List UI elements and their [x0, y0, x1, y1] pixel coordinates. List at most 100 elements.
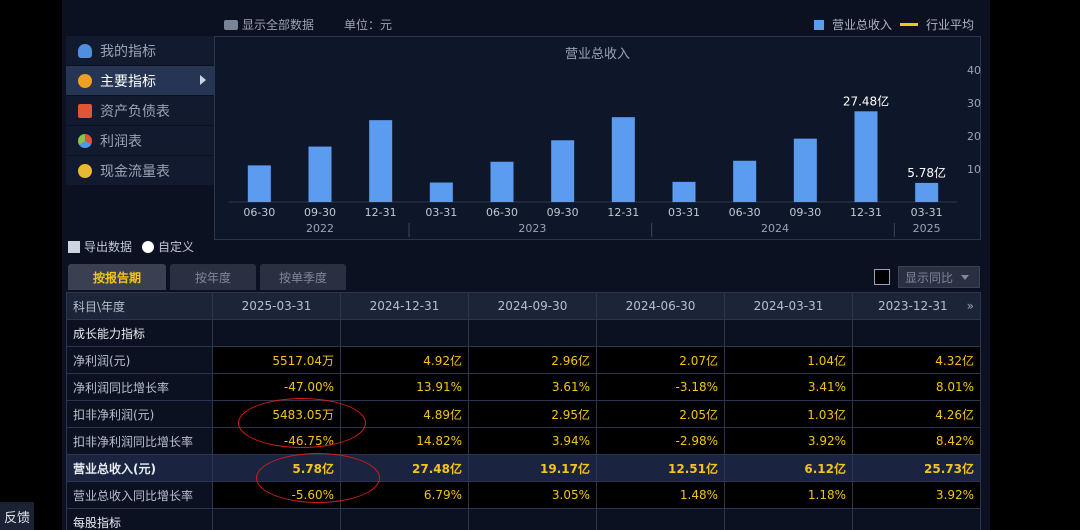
chart-bar[interactable] — [247, 165, 271, 202]
column-header-date[interactable]: 2024-06-30 — [596, 292, 725, 320]
user-icon — [78, 43, 92, 58]
header-label: 2024-09-30 — [497, 299, 568, 313]
star-icon — [78, 73, 92, 88]
row-label: 净利润(元) — [66, 346, 213, 374]
row-label: 扣非净利润同比增长率 — [66, 427, 213, 455]
column-header-date[interactable]: 2024-12-31 — [340, 292, 469, 320]
cell-value: 1.18% — [724, 481, 853, 509]
coin-icon — [78, 163, 92, 178]
export-data-button[interactable]: 导出数据 — [68, 238, 132, 255]
tab-by-year[interactable]: 按年度 — [170, 264, 256, 290]
column-header-date[interactable]: 2024-09-30 — [468, 292, 597, 320]
chart-bar[interactable] — [490, 161, 514, 202]
chart-bar[interactable] — [308, 146, 332, 202]
yoy-checkbox[interactable] — [874, 269, 890, 285]
y-tick-label: 40 — [967, 64, 981, 77]
x-tick-label: 06-30 — [243, 206, 275, 219]
customize-button[interactable]: 自定义 — [142, 238, 194, 255]
cell-value: 1.48% — [596, 481, 725, 509]
cell-value — [340, 319, 469, 347]
cell-value — [852, 508, 981, 530]
line-legend-swatch — [899, 23, 918, 26]
sidebar-item-my-indicators[interactable]: 我的指标 — [66, 36, 214, 66]
pie-chart-icon — [78, 133, 92, 148]
row-label: 营业总收入(元) — [66, 454, 213, 482]
cell-value — [724, 319, 853, 347]
x-tick-label: 06-30 — [486, 206, 518, 219]
cell-value: 14.82% — [340, 427, 469, 455]
table-tools: 导出数据 自定义 — [68, 238, 194, 255]
sidebar-item-cash-flow[interactable]: 现金流量表 — [66, 156, 214, 186]
row-label: 成长能力指标 — [66, 319, 213, 347]
column-header-date[interactable]: 2024-03-31 — [724, 292, 853, 320]
data-label: 5.78亿 — [907, 165, 946, 180]
cell-value: -5.60% — [212, 481, 341, 509]
chart-bar[interactable] — [793, 138, 817, 202]
chart-bar[interactable] — [733, 160, 757, 202]
cell-value: 27.48亿 — [340, 454, 469, 482]
export-label: 导出数据 — [84, 240, 133, 254]
chat-icon — [224, 19, 238, 30]
chart-bar[interactable] — [369, 120, 393, 202]
chart-bar[interactable] — [915, 182, 939, 202]
row-label: 净利润同比增长率 — [66, 373, 213, 401]
cell-value: -2.98% — [596, 427, 725, 455]
cell-value: -46.75% — [212, 427, 341, 455]
sidebar-item-main-indicators[interactable]: 主要指标 — [66, 66, 214, 96]
chart-bar[interactable] — [429, 182, 453, 202]
sidebar-item-label: 现金流量表 — [100, 163, 170, 180]
period-tabs: 按报告期 按年度 按单季度 — [68, 264, 346, 290]
column-header-date[interactable]: 2023-12-31 » — [852, 292, 981, 320]
chart-bar[interactable] — [854, 111, 878, 202]
more-columns-icon[interactable]: » — [966, 299, 974, 313]
cell-value: 2.05亿 — [596, 400, 725, 428]
cell-value: 2.96亿 — [468, 346, 597, 374]
x-tick-label: 03-31 — [911, 206, 943, 219]
year-label: 2024 — [761, 222, 789, 235]
sidebar: 我的指标 主要指标 资产负债表 利润表 现金流量表 — [66, 36, 214, 186]
chart-bar[interactable] — [611, 117, 635, 202]
data-label: 27.48亿 — [843, 93, 889, 108]
x-tick-label: 12-31 — [850, 206, 882, 219]
x-tick-label: 03-31 — [668, 206, 700, 219]
cell-value — [340, 508, 469, 530]
sidebar-item-balance-sheet[interactable]: 资产负债表 — [66, 96, 214, 126]
cell-value: 1.03亿 — [724, 400, 853, 428]
cell-value: 25.73亿 — [852, 454, 981, 482]
sidebar-item-income-statement[interactable]: 利润表 — [66, 126, 214, 156]
customize-label: 自定义 — [158, 240, 195, 254]
app-frame: 显示全部数据 单位：元 营业总收入 行业平均 我的指标 主要指标 资产负债表 利… — [62, 0, 990, 530]
y-tick-label: 10 — [967, 163, 981, 176]
cell-value: -47.00% — [212, 373, 341, 401]
show-all-label: 显示全部数据 — [242, 18, 315, 32]
revenue-chart: 营业总收入 10 20 30 40 06-30 09-30 12-31 03-31 06-30 0… — [214, 36, 981, 240]
tab-by-quarter[interactable]: 按单季度 — [260, 264, 346, 290]
column-header-date[interactable]: 2025-03-31 — [212, 292, 341, 320]
cell-value: -3.18% — [596, 373, 725, 401]
legend-bar-label[interactable]: 营业总收入 — [831, 18, 892, 32]
cell-value: 13.91% — [340, 373, 469, 401]
cell-value: 6.79% — [340, 481, 469, 509]
table-row: 净利润同比增长率 -47.00% 13.91% 3.61% -3.18% 3.41% 8.0… — [66, 373, 981, 401]
show-all-data-button[interactable]: 显示全部数据 — [224, 16, 314, 33]
cell-value: 8.01% — [852, 373, 981, 401]
cell-value: 2.95亿 — [468, 400, 597, 428]
y-tick-label: 20 — [967, 130, 981, 143]
indicator-table: 科目\年度 2025-03-31 2024-12-31 2024-09-30 2024-… — [66, 292, 981, 530]
legend-line-label[interactable]: 行业平均 — [925, 18, 974, 32]
chart-bar[interactable] — [672, 181, 696, 202]
cell-value: 3.05% — [468, 481, 597, 509]
sidebar-item-label: 利润表 — [100, 133, 142, 150]
cell-value: 3.61% — [468, 373, 597, 401]
gear-icon — [142, 241, 155, 253]
yoy-dropdown[interactable]: 显示同比 — [898, 266, 980, 288]
table-row: 扣非净利润(元) 5483.05万 4.89亿 2.95亿 2.05亿 1.03亿 4.26… — [66, 400, 981, 428]
header-label: 2025-03-31 — [241, 299, 312, 313]
feedback-button[interactable]: 反馈 — [0, 502, 34, 530]
tab-by-report-period[interactable]: 按报告期 — [68, 264, 166, 290]
chart-bar[interactable] — [551, 140, 575, 202]
sidebar-item-label: 主要指标 — [100, 73, 156, 90]
x-tick-label: 03-31 — [425, 206, 457, 219]
column-header-subject: 科目\年度 — [66, 292, 213, 320]
cell-value — [468, 508, 597, 530]
